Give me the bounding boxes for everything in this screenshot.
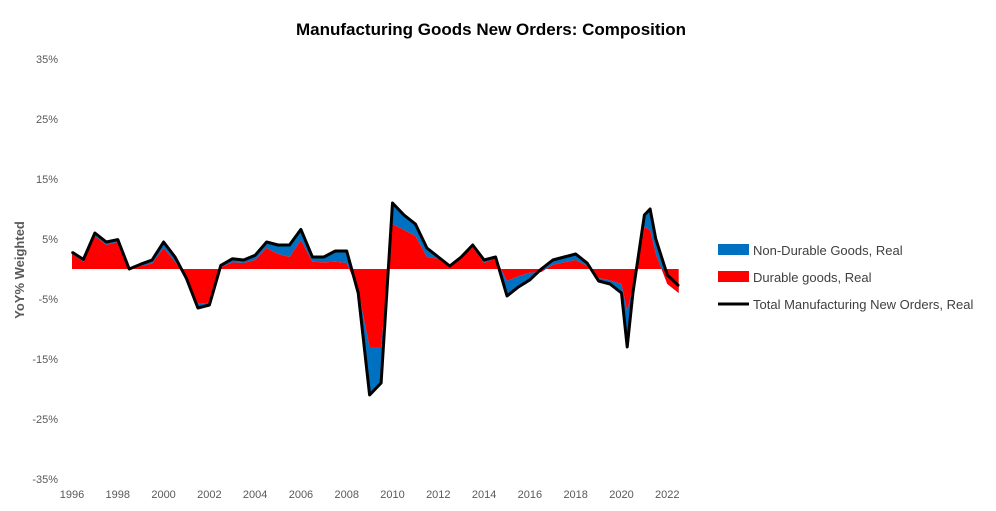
total-line-point [231,258,234,260]
total-line-point [82,258,85,261]
x-tick-label: 1996 [60,489,84,501]
total-line-point [632,292,634,294]
plot-area [71,201,680,397]
total-line-point [71,251,73,253]
x-tick-label: 2020 [609,489,633,501]
total-line-point [483,259,485,261]
y-axis-ticks: -35% -25% -15% -5% 5% 15% 25% 35% [32,54,58,486]
y-tick-label: 15% [36,174,58,186]
total-line-point [540,268,543,270]
total-line-point [185,277,188,280]
y-tick-label: -25% [32,414,58,426]
total-line-point [574,253,577,255]
total-line-point [105,241,108,243]
total-line-point [586,262,588,264]
total-line-point [460,256,463,258]
legend: Non-Durable Goods, Real Durable goods, R… [718,243,973,312]
chart-title: Manufacturing Goods New Orders: Composit… [296,20,686,39]
x-tick-label: 2018 [563,489,587,501]
y-tick-label: 5% [42,234,58,246]
area-non-durable-goods [72,203,679,395]
total-line-point [643,214,646,216]
legend-swatch-non-durable [718,244,749,255]
line-total-manufacturing-new-orders [71,201,680,397]
total-line-point [391,202,394,204]
legend-label-durable: Durable goods, Real [753,270,872,285]
total-line-point [368,394,371,396]
x-tick-label: 2008 [334,489,358,501]
area-durable-goods [72,224,679,347]
total-line-point [597,280,600,282]
total-line-point [265,241,268,243]
legend-label-non-durable: Non-Durable Goods, Real [753,243,903,258]
total-line-point [197,307,199,309]
total-line-point [242,259,245,261]
x-tick-label: 2002 [197,489,221,501]
y-tick-label: 25% [36,114,58,126]
total-line-point [345,250,348,252]
total-line-point [620,292,623,294]
x-tick-label: 2012 [426,489,450,501]
total-line-point [277,244,279,246]
total-line-point [300,228,302,231]
total-line-point [208,304,211,306]
total-line-point [220,264,222,267]
total-line-point [494,256,497,258]
total-line-point [506,295,508,297]
total-line-point [471,244,474,246]
x-tick-label: 2004 [243,489,267,501]
x-tick-label: 2016 [518,489,542,501]
x-tick-label: 2010 [380,489,404,501]
x-axis-ticks: 1996 1998 2000 2002 2004 2006 2008 2010 2012 2014… [60,489,680,501]
total-line-point [437,256,440,258]
total-line-point [414,223,417,225]
total-line-point [334,250,337,252]
total-line-point [151,259,153,261]
total-line-point [677,285,680,287]
y-tick-label: -15% [32,354,58,366]
total-line-point [380,382,382,384]
total-line-point [139,263,142,266]
total-line-point [323,256,325,258]
total-line-point [117,238,119,241]
x-tick-label: 2022 [655,489,679,501]
total-line-point [626,346,628,348]
y-axis-label: YoY% Weighted [12,221,27,319]
total-line-point [529,279,531,281]
total-line-point [666,274,669,276]
total-line-point [128,268,130,270]
total-line-point [357,292,360,294]
total-line-point [311,256,314,258]
legend-label-total: Total Manufacturing New Orders, Real [753,297,973,312]
total-line-point [449,265,451,267]
total-line-point [94,232,96,234]
y-tick-label: -35% [32,474,58,486]
x-tick-label: 2014 [472,489,496,501]
total-line-point [174,256,176,258]
total-line-point [162,241,165,243]
x-tick-label: 1998 [106,489,130,501]
total-line-point [403,214,405,216]
total-line-point [517,286,520,288]
total-line-point [655,238,657,240]
legend-swatch-durable [718,271,749,282]
total-line-point [649,208,651,210]
total-line-point [288,244,291,246]
total-line-point [552,259,554,261]
total-line-point [254,254,256,256]
y-tick-label: 35% [36,54,58,66]
x-tick-label: 2000 [151,489,175,501]
y-tick-label: -5% [38,294,58,306]
total-line-point [609,283,611,285]
x-tick-label: 2006 [289,489,313,501]
total-line-point [426,247,428,249]
total-line-point [563,256,565,258]
